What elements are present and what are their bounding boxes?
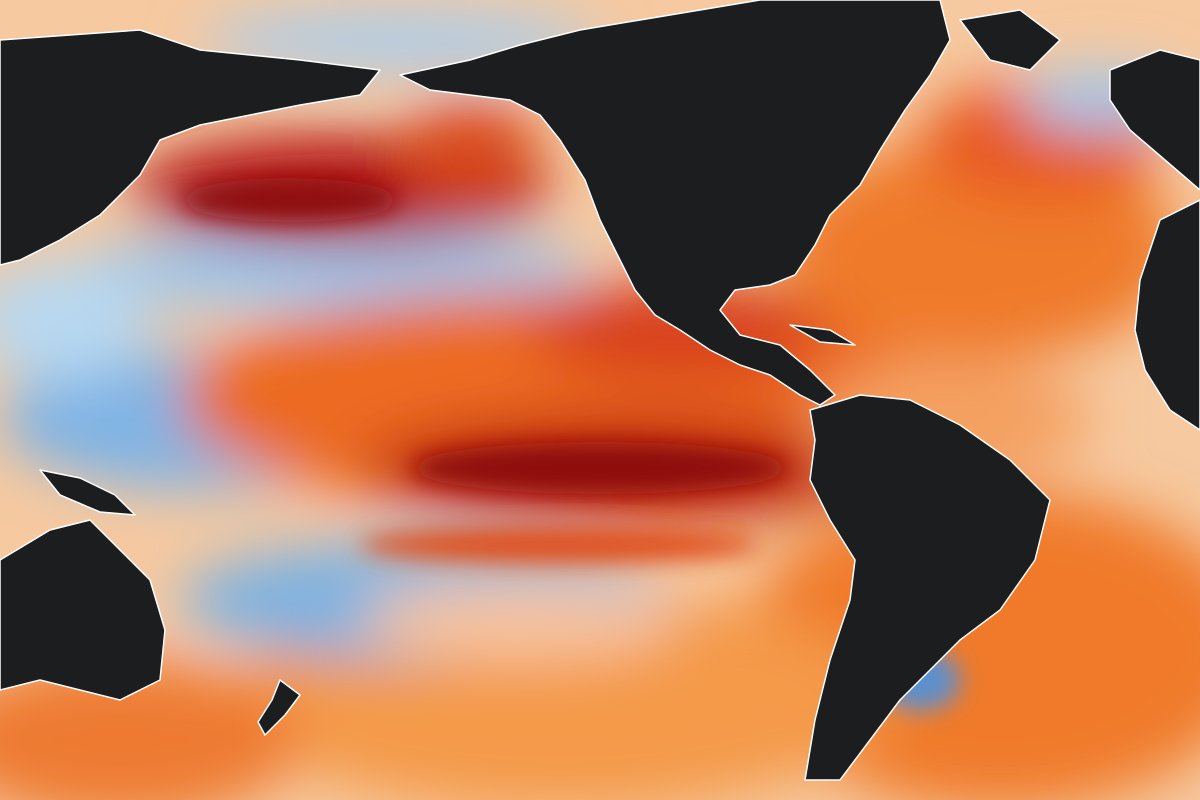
new-guinea — [39, 469, 136, 516]
anomaly-core — [180, 178, 960, 710]
new-zealand — [257, 679, 301, 736]
cuba — [789, 324, 856, 346]
greenland — [1109, 49, 1200, 191]
asia — [0, 29, 381, 266]
baffin-island — [959, 9, 1061, 71]
north-america — [399, 0, 951, 406]
europe-africa — [1134, 199, 1200, 431]
australia — [0, 519, 166, 701]
south-america — [804, 394, 1051, 781]
landmasses — [0, 0, 1200, 781]
